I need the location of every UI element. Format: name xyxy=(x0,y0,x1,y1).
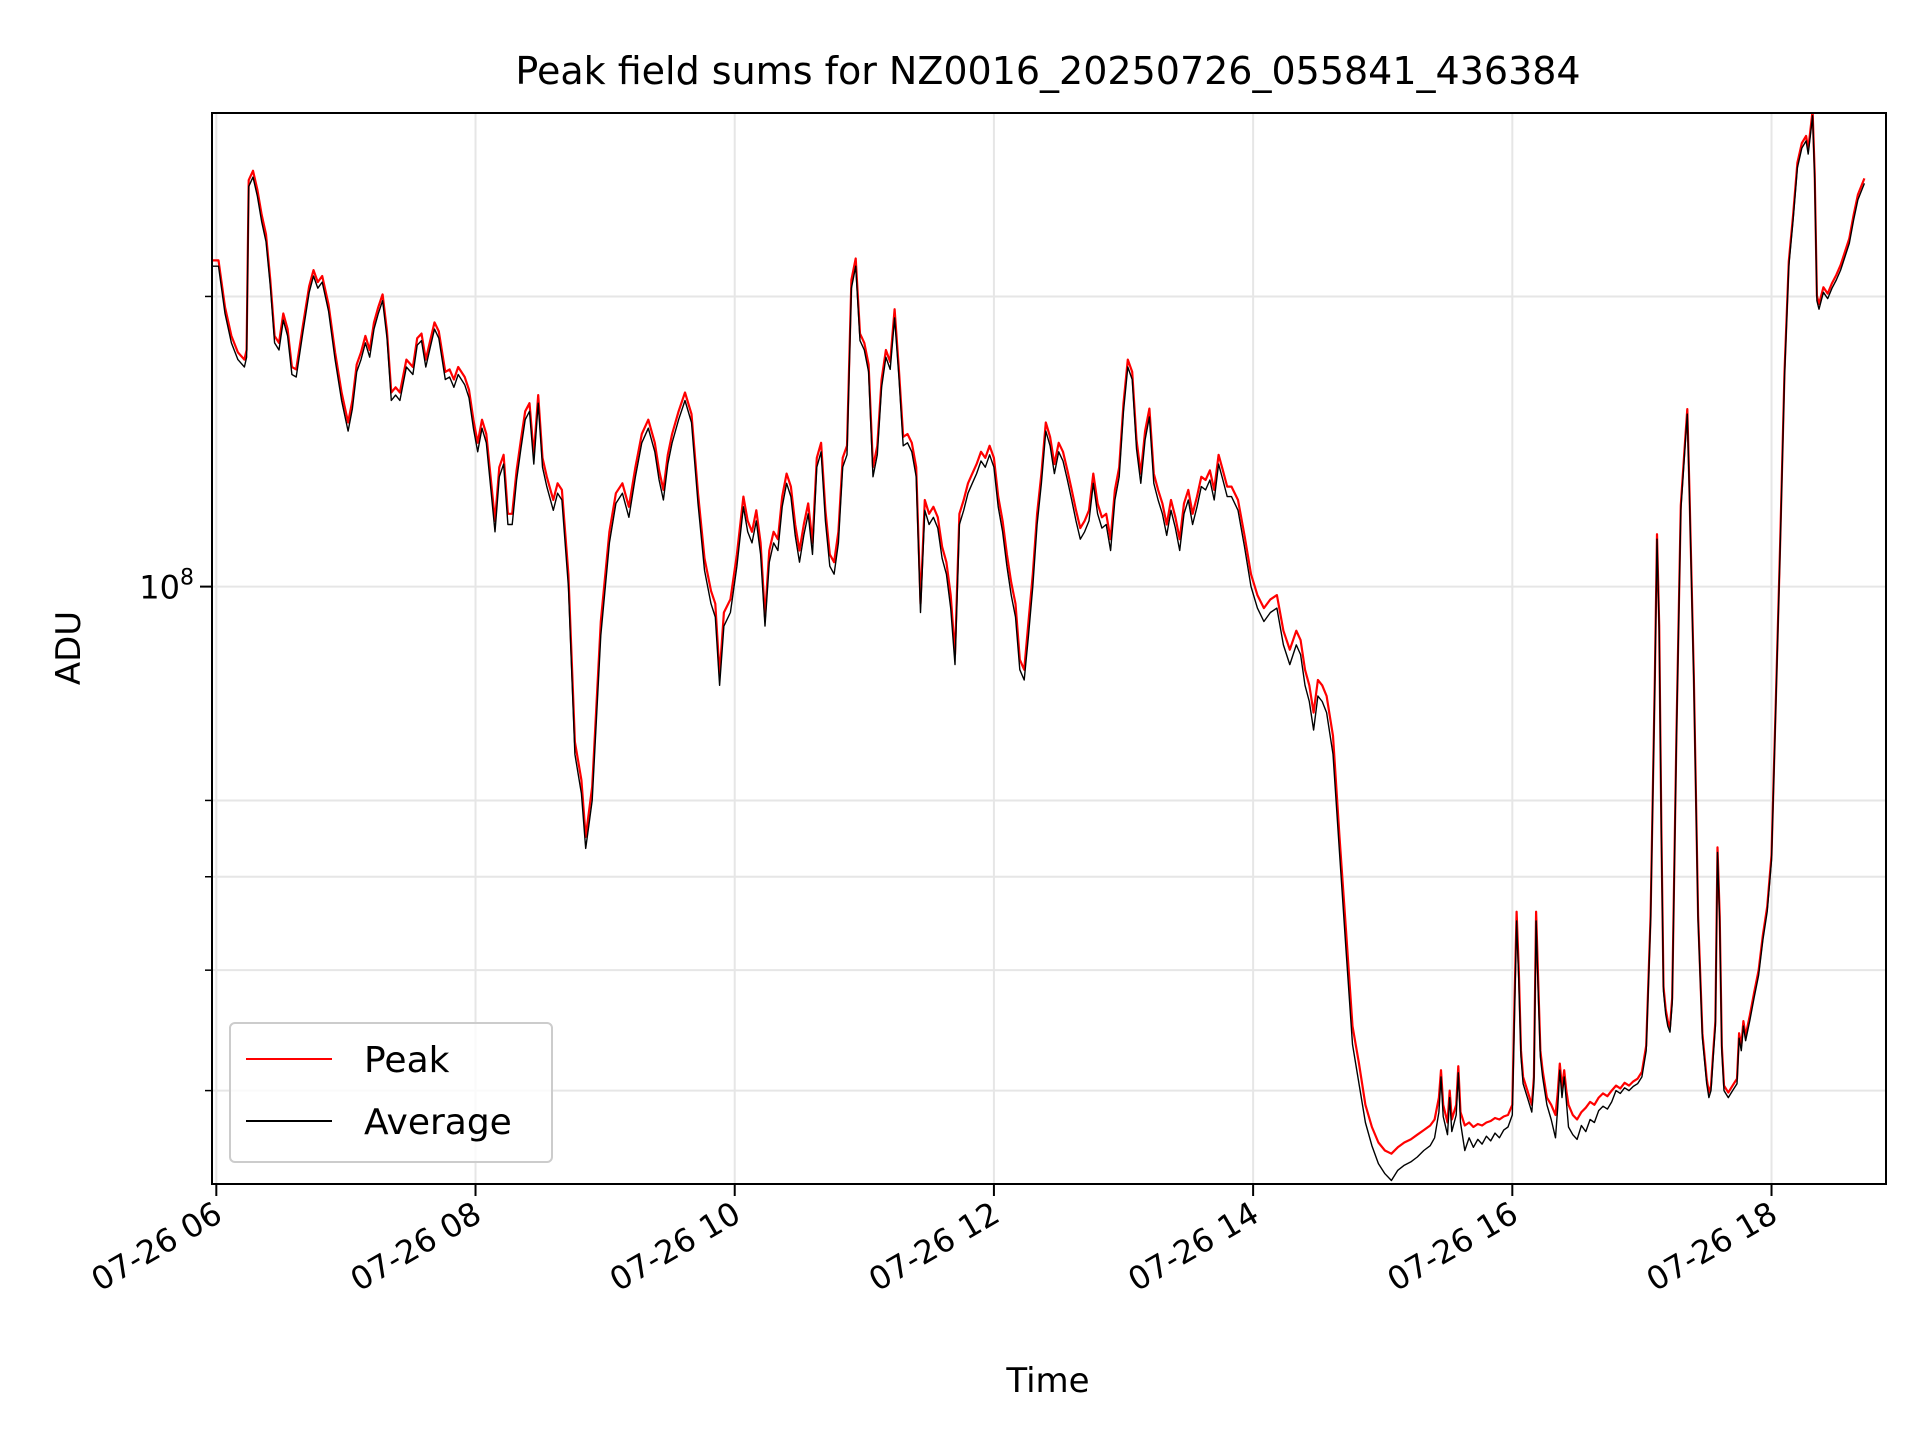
y-tick-label-base: 10 xyxy=(139,569,180,607)
legend-label-peak: Peak xyxy=(364,1040,450,1081)
series-lines xyxy=(212,113,1866,1182)
x-axis-label: Time xyxy=(1005,1361,1089,1401)
y-axis-label: ADU xyxy=(49,611,89,685)
plot-area-frame xyxy=(211,112,1887,1185)
legend: Peak Average xyxy=(229,1022,553,1163)
y-tick-label-exponent: 8 xyxy=(180,566,194,591)
chart-title: Peak field sums for NZ0016_20250726_0558… xyxy=(515,49,1580,93)
y-axis-ticks: 108 xyxy=(139,295,212,1092)
legend-box xyxy=(229,1022,553,1163)
series-line-average xyxy=(212,115,1866,1182)
legend-label-average: Average xyxy=(364,1102,512,1143)
y-tick-label: 108 xyxy=(139,566,194,607)
